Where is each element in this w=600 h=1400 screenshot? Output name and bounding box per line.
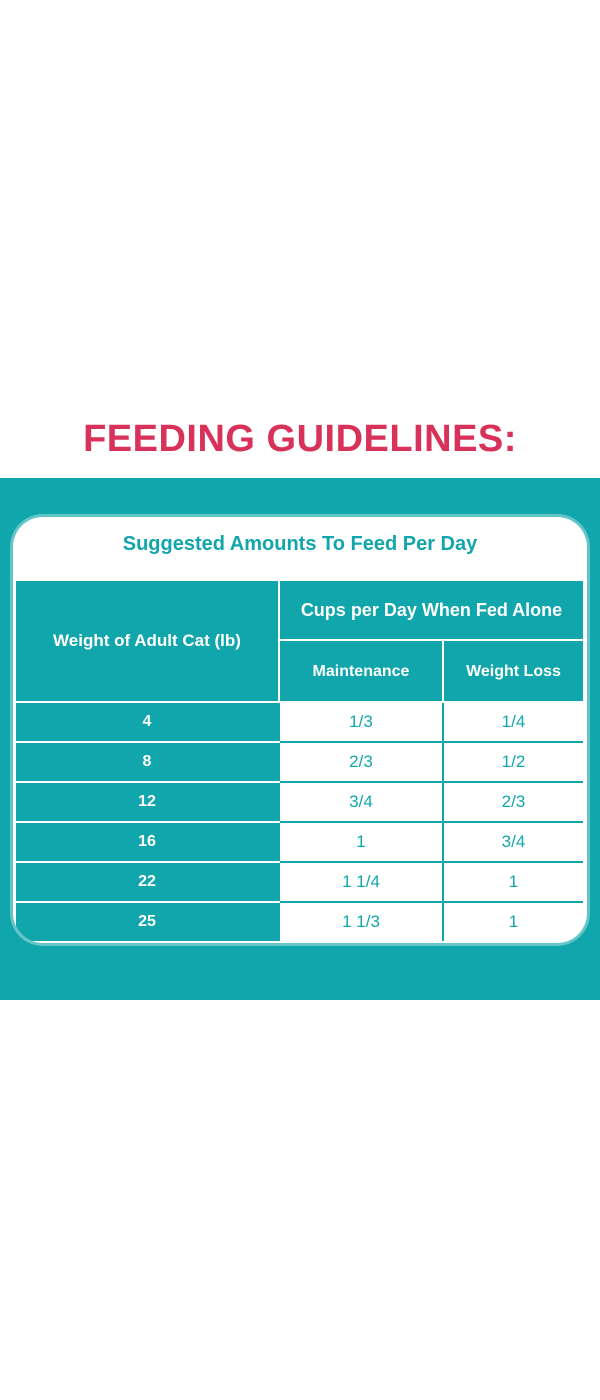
maintenance-cell: 1 1/4 [279,862,444,903]
weight-loss-cell: 2/3 [443,782,583,823]
table-row: 8 2/3 1/2 [16,742,583,783]
feeding-table: Weight of Adult Cat (lb) Cups per Day Wh… [16,581,583,941]
header-maintenance: Maintenance [279,640,444,703]
weight-cell: 12 [16,782,280,823]
weight-cell: 4 [16,702,280,743]
table-row: 12 3/4 2/3 [16,782,583,823]
card-title: Suggested Amounts To Feed Per Day [122,533,478,555]
weight-cell: 25 [16,902,280,941]
header-cups-per-day: Cups per Day When Fed Alone [279,581,583,641]
weight-cell: 16 [16,822,280,863]
table-row: 16 1 3/4 [16,822,583,863]
weight-loss-cell: 1/4 [443,702,583,743]
table-row: 22 1 1/4 1 [16,862,583,903]
weight-loss-cell: 3/4 [443,822,583,863]
header-weight-of-adult-cat: Weight of Adult Cat (lb) [16,581,280,703]
weight-cell: 22 [16,862,280,903]
weight-cell: 8 [16,742,280,783]
maintenance-cell: 1/3 [279,702,444,743]
table-row: 4 1/3 1/4 [16,702,583,743]
weight-loss-cell: 1 [443,862,583,903]
table-row: 25 1 1/3 1 [16,902,583,941]
header-weight-loss: Weight Loss [443,640,583,703]
maintenance-cell: 3/4 [279,782,444,823]
maintenance-cell: 1 [279,822,444,863]
feeding-table-card: Suggested Amounts To Feed Per Day Weight… [13,517,587,943]
page-title: FEEDING GUIDELINES: [83,418,517,460]
maintenance-cell: 2/3 [279,742,444,783]
weight-loss-cell: 1 [443,902,583,941]
weight-loss-cell: 1/2 [443,742,583,783]
maintenance-cell: 1 1/3 [279,902,444,941]
